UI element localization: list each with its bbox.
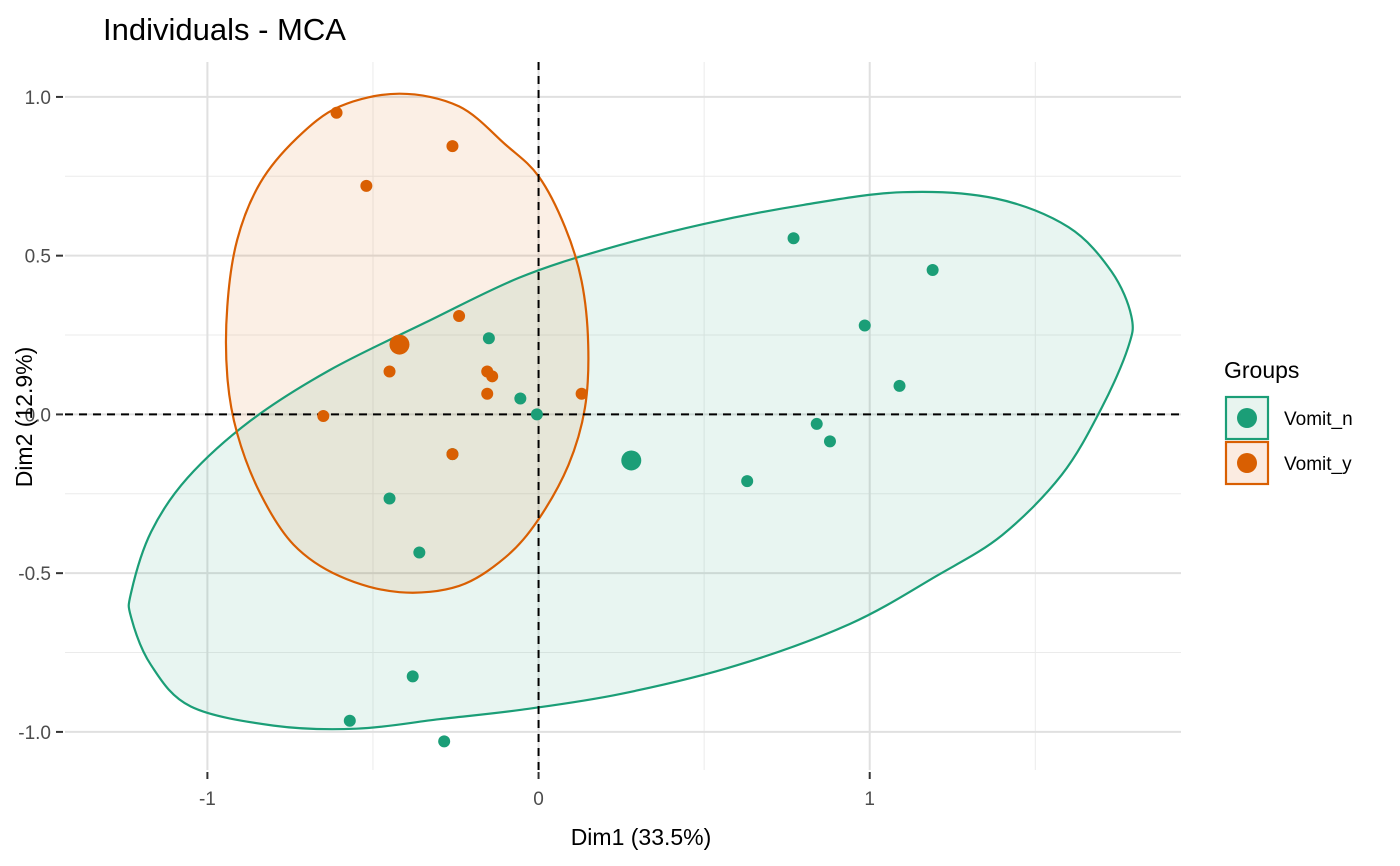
- legend: Groups Vomit_n Vomit_y: [1224, 357, 1353, 486]
- data-point-vomit-y: [481, 387, 494, 400]
- data-point-vomit-n: [926, 263, 939, 276]
- legend-label-vomit-y: Vomit_y: [1284, 454, 1352, 475]
- data-point-vomit-y: [446, 448, 459, 461]
- data-point-vomit-n: [810, 417, 823, 430]
- data-point-vomit-n: [343, 714, 356, 727]
- ellipse-outline-vomit-n: [127, 190, 1134, 731]
- data-point-vomit-n: [383, 492, 396, 505]
- data-point-vomit-y: [453, 309, 466, 322]
- legend-key-vomit-n: [1224, 395, 1270, 441]
- ellipse-outline-vomit-y: [224, 92, 590, 594]
- data-point-vomit-n: [858, 319, 871, 332]
- legend-item-vomit-y: Vomit_y: [1224, 440, 1352, 486]
- confidence-ellipses: [127, 92, 1134, 731]
- legend-item-vomit-n: Vomit_n: [1224, 395, 1353, 441]
- data-point-vomit-n: [741, 475, 754, 488]
- y-tick-label: -1.0: [18, 723, 51, 744]
- y-tick-label: -0.5: [18, 564, 51, 585]
- data-point-vomit-n: [406, 670, 419, 683]
- data-point-vomit-n: [787, 232, 800, 245]
- data-points: [317, 106, 939, 748]
- legend-title: Groups: [1224, 357, 1299, 383]
- data-point-vomit-y: [486, 370, 499, 383]
- legend-items: Vomit_n Vomit_y: [1224, 395, 1353, 486]
- data-point-vomit-y: [330, 106, 343, 119]
- data-point-vomit-n: [530, 408, 543, 421]
- x-tick-label: 0: [533, 789, 544, 810]
- data-point-vomit-n: [482, 332, 495, 345]
- data-point-vomit-y: [446, 140, 459, 153]
- x-tick-label: 1: [864, 789, 875, 810]
- x-axis-title: Dim1 (33.5%): [571, 824, 712, 850]
- data-point-vomit-n: [438, 735, 451, 748]
- legend-label-vomit-n: Vomit_n: [1284, 409, 1353, 430]
- data-point-vomit-y: [360, 179, 373, 192]
- data-point-vomit-n: [893, 379, 906, 392]
- data-point-vomit-n: [514, 392, 527, 405]
- legend-marker-vomit-n: [1237, 408, 1257, 428]
- centroid-point-vomit-n: [621, 450, 642, 471]
- centroid-point-vomit-y: [389, 334, 410, 355]
- y-tick-label: 1.0: [25, 88, 51, 109]
- legend-marker-vomit-y: [1237, 453, 1257, 473]
- x-tick-label: -1: [199, 789, 216, 810]
- data-point-vomit-y: [575, 387, 588, 400]
- data-point-vomit-n: [413, 546, 426, 559]
- data-point-vomit-n: [823, 435, 836, 448]
- y-tick-label: 0.5: [25, 247, 51, 268]
- chart-title: Individuals - MCA: [103, 12, 346, 47]
- axes: -1 0 1 1.0 0.5 0.0 -0.5 -1.0: [18, 88, 875, 810]
- y-axis-title: Dim2 (12.9%): [11, 347, 37, 488]
- data-point-vomit-y: [317, 410, 330, 422]
- y-tick-label: 0.0: [25, 405, 51, 426]
- data-point-vomit-y: [383, 365, 396, 378]
